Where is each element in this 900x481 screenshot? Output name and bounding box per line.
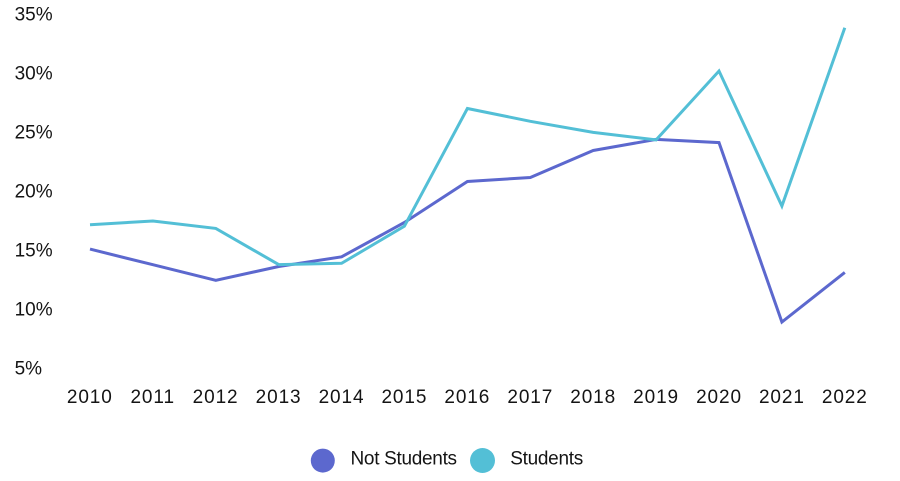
svg-text:2022: 2022 [822,387,868,408]
svg-text:2017: 2017 [507,387,553,408]
svg-text:2012: 2012 [193,387,239,408]
svg-text:30%: 30% [15,63,53,84]
svg-text:Students: Students [510,448,583,469]
svg-text:2016: 2016 [444,387,490,408]
svg-text:2013: 2013 [256,387,302,408]
svg-text:2018: 2018 [570,387,616,408]
svg-text:2019: 2019 [633,387,679,408]
svg-text:2021: 2021 [759,387,805,408]
svg-text:2014: 2014 [319,387,365,408]
svg-text:2020: 2020 [696,387,742,408]
svg-text:20%: 20% [15,181,53,202]
svg-text:15%: 15% [15,240,53,261]
svg-text:2011: 2011 [130,387,174,408]
svg-text:2010: 2010 [67,387,113,408]
svg-text:35%: 35% [15,4,53,25]
svg-text:10%: 10% [15,299,53,320]
svg-text:Not Students: Not Students [351,448,457,469]
svg-text:2015: 2015 [381,387,427,408]
svg-text:25%: 25% [15,122,53,143]
svg-text:5%: 5% [15,358,43,379]
